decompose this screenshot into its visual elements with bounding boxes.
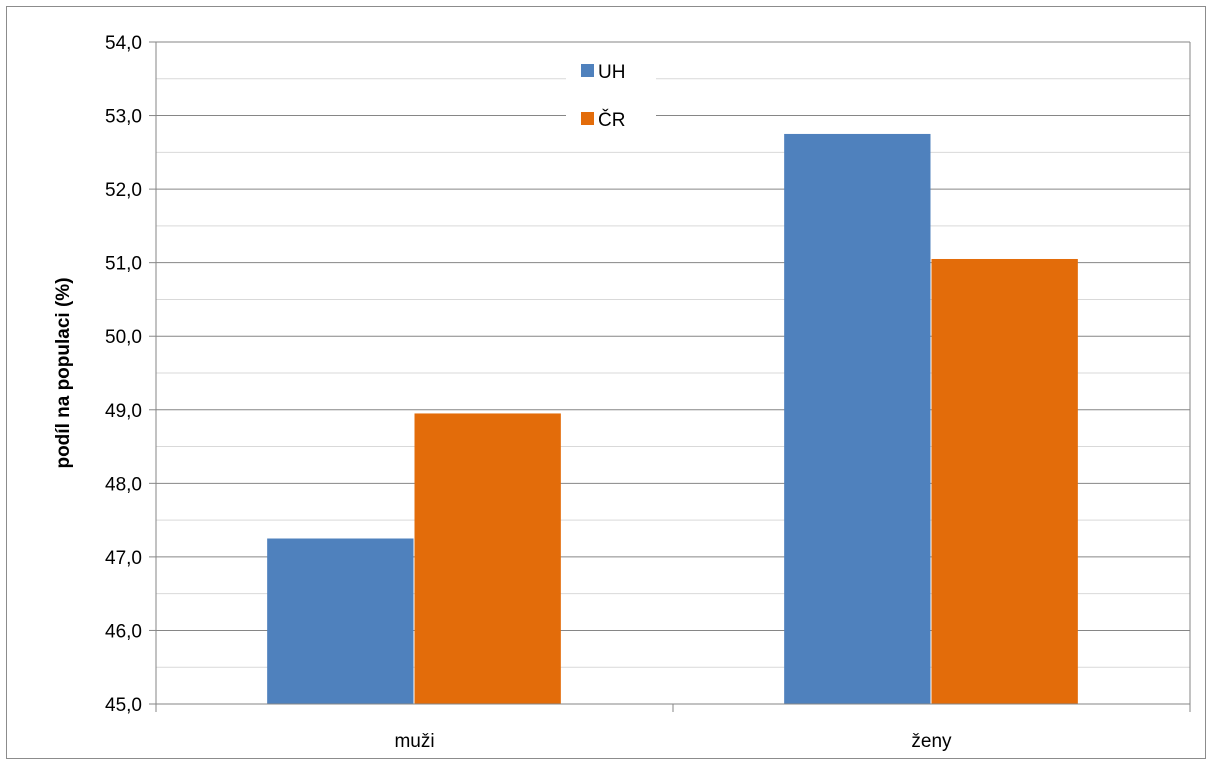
bar-UH-ženy bbox=[784, 133, 931, 704]
y-tick-label: 54,0 bbox=[105, 33, 142, 54]
axes bbox=[149, 41, 1191, 712]
y-tick-label: 48,0 bbox=[105, 474, 142, 495]
y-tick-label: 45,0 bbox=[105, 695, 142, 716]
y-tick-label: 52,0 bbox=[105, 180, 142, 201]
x-tick-label: ženy bbox=[911, 731, 952, 752]
y-tick-label: 49,0 bbox=[105, 401, 142, 422]
y-axis-title: podíl na populaci (%) bbox=[53, 277, 74, 468]
y-tick-label: 51,0 bbox=[105, 254, 142, 275]
legend: UH ČR bbox=[566, 52, 656, 134]
legend-label-ČR: ČR bbox=[598, 109, 625, 131]
y-tick-label: 47,0 bbox=[105, 548, 142, 569]
y-tick-labels: 45,0 46,0 47,0 48,0 49,0 50,0 51,0 52,0 53,0 54,0 bbox=[105, 33, 142, 716]
x-tick-labels: muži ženy bbox=[394, 731, 952, 752]
bars bbox=[267, 133, 1078, 704]
y-tick-label: 50,0 bbox=[105, 327, 142, 348]
y-tick-label: 53,0 bbox=[105, 107, 142, 128]
x-tick-label: muži bbox=[394, 731, 434, 752]
legend-label-UH: UH bbox=[598, 62, 625, 83]
legend-swatch-UH bbox=[581, 64, 594, 77]
bar-ČR-ženy bbox=[931, 258, 1078, 704]
bar-UH-muži bbox=[267, 538, 414, 704]
bar-ČR-muži bbox=[414, 413, 561, 704]
y-tick-label: 46,0 bbox=[105, 621, 142, 642]
legend-swatch-ČR bbox=[581, 112, 594, 125]
